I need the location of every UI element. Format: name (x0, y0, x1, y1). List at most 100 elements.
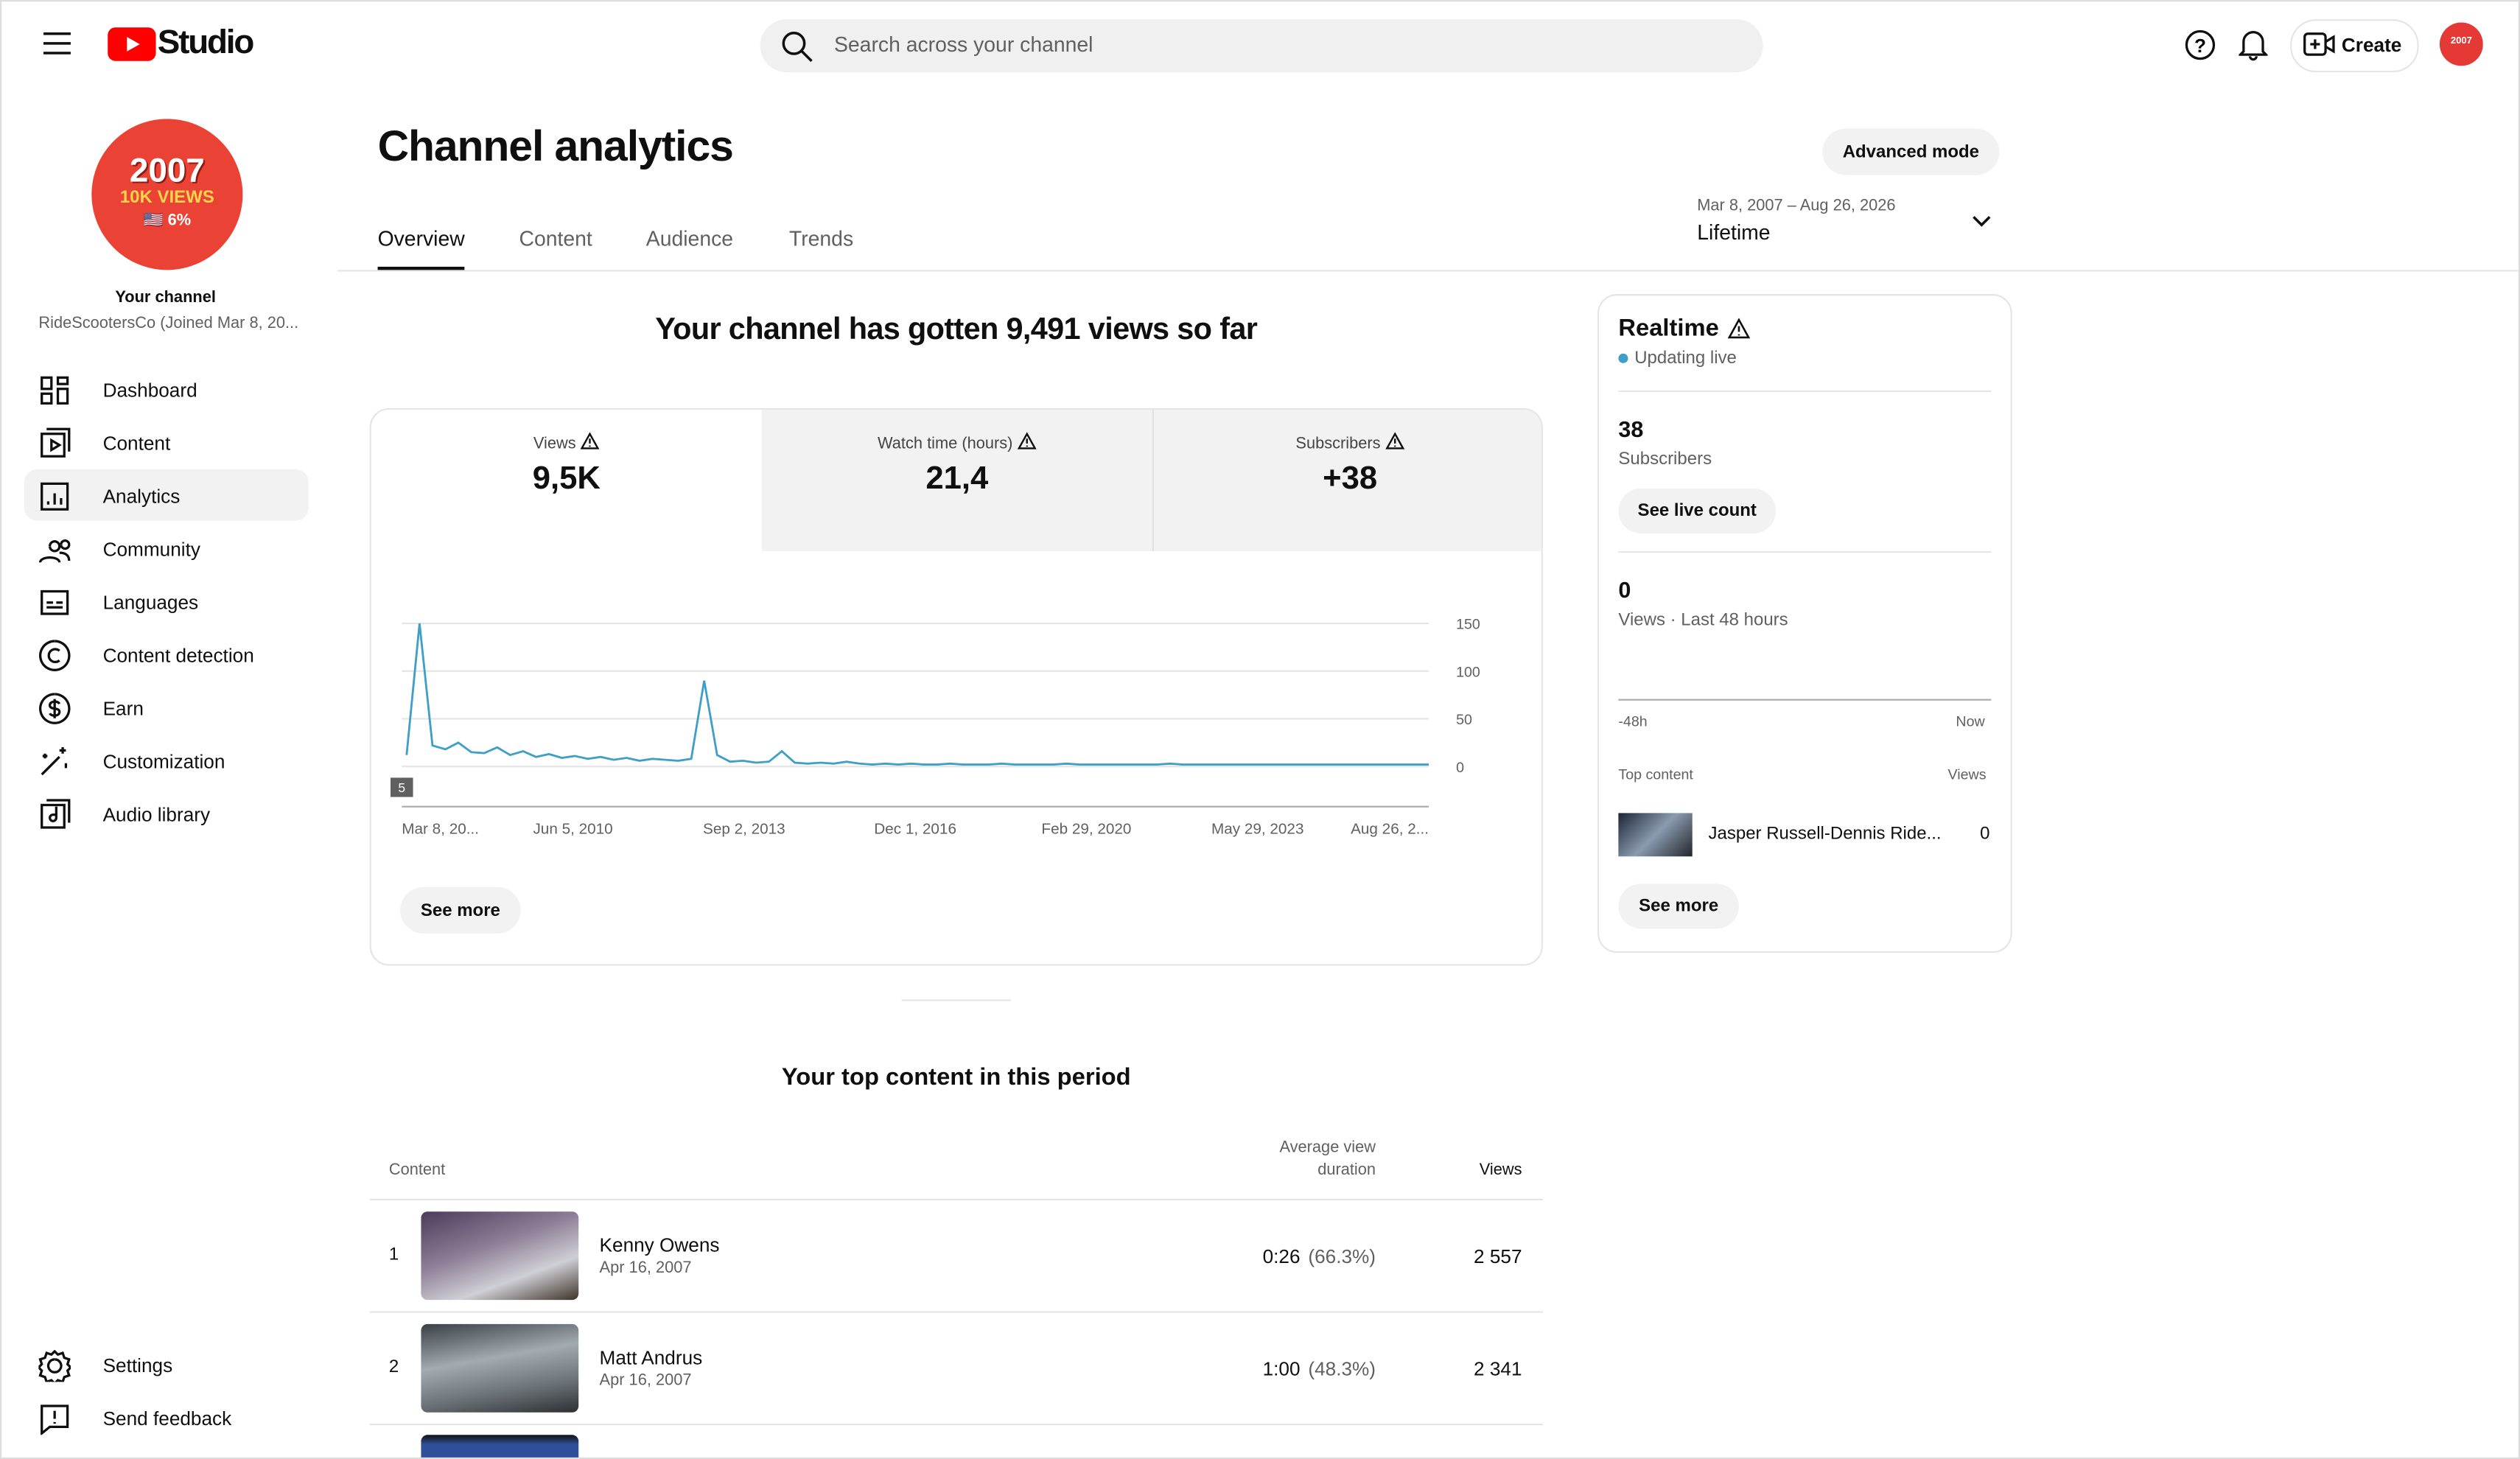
metrics-card: Views 9,5K Watch time (hours) 21,4 Subscri… (369, 407, 1543, 966)
column-header: Content (388, 1161, 446, 1180)
warning-icon (1385, 432, 1404, 449)
views-chart: 0 50 100 150 Mar 8, 20... Jun 5, 2010 Sep 2, 2… (391, 617, 1480, 838)
divider (901, 999, 1011, 1001)
nav-item[interactable]: Earn (102, 697, 144, 720)
subscribers-label: Subscribers (1618, 449, 1712, 469)
video-title[interactable]: Matt Andrus (599, 1346, 703, 1369)
section-title: Your top content in this period (781, 1063, 1131, 1091)
create-label: Create (2341, 33, 2402, 57)
metric-value: 9,5K (532, 461, 601, 497)
duration-percent: (48.3%) (1308, 1357, 1376, 1381)
y-tick-label: 100 (1456, 664, 1480, 680)
metric-value: +38 (1323, 461, 1378, 497)
realtime-subscribers: 38 (1618, 416, 1644, 442)
avatar-line: 10K VIEWS (119, 188, 214, 208)
create-button[interactable] (2290, 19, 2419, 73)
nav-icon (38, 1349, 71, 1382)
bell-icon[interactable] (2239, 29, 2268, 61)
advanced-mode-button[interactable]: Advanced mode (1822, 128, 2000, 175)
realtime-status: Updating live (1634, 349, 1737, 368)
nav-item[interactable]: Customization (102, 750, 225, 773)
nav-item[interactable]: Content detection (102, 644, 254, 667)
account-avatar[interactable]: 2007 (2439, 22, 2483, 66)
x-tick-label: Dec 1, 2016 (874, 821, 956, 838)
avatar-line: 2007 (129, 153, 205, 190)
duration: 0:26 (1262, 1245, 1301, 1268)
search-icon (782, 31, 813, 63)
nav-item[interactable]: Audio library (102, 803, 211, 826)
x-tick-label: Aug 26, 2... (1351, 821, 1429, 838)
nav-item[interactable]: Analytics (102, 485, 181, 508)
column-header: Views (1479, 1161, 1522, 1180)
live-dot (1618, 353, 1628, 363)
video-date: Apr 16, 2007 (599, 1372, 692, 1390)
divider (1618, 550, 1992, 553)
svg-text:2007: 2007 (2451, 35, 2472, 46)
y-tick-label: 50 (1456, 712, 1472, 728)
period[interactable]: Lifetime (1697, 220, 1771, 245)
metric-tab[interactable]: Views 9,5K (371, 410, 762, 551)
create-icon (2303, 32, 2335, 56)
warning-icon (1727, 318, 1751, 339)
x-tick-label: Sep 2, 2013 (703, 821, 785, 838)
help-icon[interactable]: ? (2184, 29, 2216, 61)
metric-label: Subscribers (1154, 432, 1541, 453)
channel-label: Your channel (115, 289, 216, 307)
nav-item[interactable]: Languages (102, 591, 199, 614)
page-title: Channel analytics (377, 122, 734, 171)
marker-box (391, 777, 413, 797)
video-title[interactable]: Kenny Owens (599, 1234, 720, 1257)
tab[interactable]: Content (519, 226, 592, 251)
nav-item[interactable]: Community (102, 538, 200, 561)
realtime-views: 0 (1618, 576, 1631, 603)
thumbnail[interactable] (421, 1323, 579, 1413)
nav-icon (41, 1404, 69, 1435)
thumbnail[interactable] (421, 1435, 579, 1458)
see-more-button[interactable]: See more (400, 886, 521, 934)
row-divider (369, 1311, 1543, 1313)
duration: 1:00 (1262, 1357, 1301, 1381)
realtime-title: Realtime (1618, 315, 1719, 343)
nav-icon (41, 482, 69, 511)
nav-item[interactable]: Send feedback (102, 1407, 232, 1430)
realtime-see-more[interactable]: See more (1618, 884, 1739, 929)
nav-icon (41, 427, 71, 458)
nav-icon (39, 640, 71, 671)
nav-active-bg (24, 469, 309, 521)
headline: Your channel has gotten 9,491 views so f… (655, 313, 1258, 348)
period-dropdown-icon[interactable] (1970, 214, 1993, 230)
top-content-label: Top content (1618, 766, 1693, 783)
x-tick-label: Mar 8, 20... (402, 821, 479, 838)
metric-value: 21,4 (925, 461, 989, 497)
top-thumbnail[interactable] (1618, 813, 1693, 857)
top-title[interactable]: Jasper Russell-Dennis Ride... (1708, 824, 1942, 844)
menu-icon[interactable] (43, 32, 71, 55)
divider (337, 270, 2519, 272)
rank: 1 (388, 1245, 399, 1265)
metric-label: Views (371, 432, 762, 453)
metric-label: Watch time (hours) (762, 432, 1152, 453)
row-divider (369, 1424, 1543, 1426)
tab[interactable]: Trends (788, 226, 854, 251)
metric-tab[interactable]: Watch time (hours) 21,4 (761, 410, 1152, 551)
nav-item[interactable]: Settings (102, 1354, 173, 1377)
channel-avatar[interactable] (91, 119, 243, 270)
divider (1618, 390, 1992, 393)
marker-label: 5 (398, 780, 405, 795)
live-count-button[interactable]: See live count (1618, 488, 1777, 533)
row-divider (369, 1198, 1543, 1200)
metric-tab[interactable]: Subscribers +38 (1152, 410, 1541, 551)
search-box[interactable] (760, 19, 1763, 73)
nav-item[interactable]: Dashboard (102, 379, 197, 402)
nav-icon (41, 589, 69, 615)
views: 2 557 (1474, 1245, 1522, 1268)
channel-name: RideScootersCo (Joined Mar 8, 20... (38, 315, 299, 333)
tab[interactable]: Audience (645, 226, 734, 251)
nav-item[interactable]: Content (102, 432, 171, 455)
tab[interactable]: Overview (377, 226, 465, 251)
avatar-line: 🇺🇸 6% (143, 211, 192, 230)
top-views: 0 (1980, 824, 1990, 844)
axis-start: -48h (1618, 713, 1648, 730)
thumbnail[interactable] (421, 1211, 579, 1301)
